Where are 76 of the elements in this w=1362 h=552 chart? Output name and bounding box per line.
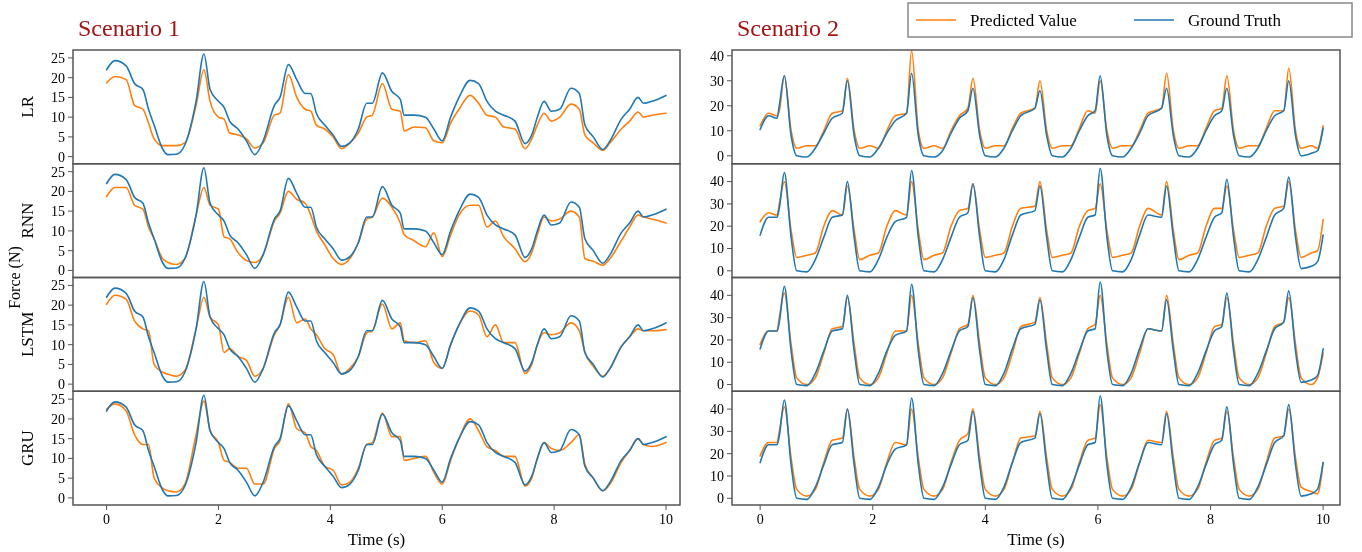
y-tick-label: 20 [710,219,724,235]
y-axis-title: GRU [18,430,37,467]
y-tick-label: 10 [710,355,724,371]
line-series [105,280,667,383]
x-tick-label: 10 [659,512,674,527]
x-axis-title: Time (s) [1007,530,1065,549]
y-tick-label: 25 [51,278,65,294]
chart-title: Scenario 1 [78,15,180,41]
y-tick-label: 0 [58,263,65,279]
legend-label: Predicted Value [970,10,1077,30]
y-tick-label: 10 [51,110,65,126]
y-tick-label: 30 [710,310,724,326]
y-tick-label: 15 [51,90,65,106]
y-axis-title: LR [18,95,37,118]
y-tick-label: 40 [710,288,724,304]
y-tick-label: 5 [58,129,65,145]
line-series [105,166,667,270]
y-axis-title: RNN [18,202,37,239]
y-tick-label: 0 [717,377,724,393]
y-axis-title: LSTM [18,311,37,358]
y-tick-label: 20 [51,70,65,86]
y-tick-label: 0 [58,149,65,165]
y-tick-label: 5 [58,471,65,487]
y-tick-label: 40 [710,174,724,190]
x-tick-label: 2 [214,512,222,527]
line-series [105,68,667,152]
legend-label: Ground Truth [1188,10,1282,30]
x-tick-label: 0 [103,512,111,527]
y-tick-label: 20 [710,332,724,348]
line-series [105,53,667,156]
line-series [759,180,1324,261]
x-tick-label: 0 [756,512,764,527]
line-series [759,167,1324,273]
y-tick-label: 30 [710,196,724,212]
y-tick-label: 20 [51,411,65,427]
chart-title: Scenario 2 [737,15,839,41]
y-tick-label: 10 [710,468,724,484]
x-tick-label: 10 [1316,512,1331,527]
y-tick-label: 10 [710,123,724,139]
y-tick-label: 15 [51,204,65,220]
y-tick-label: 20 [710,98,724,114]
y-tick-label: 40 [710,401,724,417]
y-tick-label: 10 [51,223,65,239]
x-tick-label: 2 [869,512,877,527]
y-tick-label: 15 [51,431,65,447]
y-tick-label: 30 [710,73,724,89]
y-tick-label: 20 [710,446,724,462]
line-series [105,186,667,267]
y-tick-label: 0 [717,148,724,164]
x-tick-label: 8 [1207,512,1215,527]
x-tick-label: 6 [438,512,446,527]
line-series [759,72,1324,158]
y-tick-label: 10 [51,451,65,467]
y-tick-label: 10 [710,241,724,257]
x-tick-label: 8 [550,512,558,527]
y-tick-label: 0 [717,491,724,507]
y-tick-label: 0 [58,377,65,393]
y-tick-label: 20 [51,184,65,200]
y-tick-label: 5 [58,357,65,373]
y-tick-label: 5 [58,243,65,259]
y-tick-label: 0 [717,263,724,279]
x-tick-label: 6 [1094,512,1102,527]
y-tick-label: 30 [710,424,724,440]
x-tick-label: 4 [981,512,989,527]
y-tick-label: 25 [51,392,65,408]
y-tick-label: 20 [51,298,65,314]
y-tick-label: 40 [710,48,724,64]
x-axis-title: Time (s) [347,530,406,549]
y-tick-label: 15 [51,317,65,333]
y-tick-label: 0 [58,490,65,506]
text: Force (N) [6,246,24,309]
y-tick-label: 10 [51,337,65,353]
x-tick-label: 4 [326,512,334,527]
y-tick-label: 25 [51,164,65,180]
y-tick-label: 25 [51,50,65,66]
line-series [759,50,1324,150]
